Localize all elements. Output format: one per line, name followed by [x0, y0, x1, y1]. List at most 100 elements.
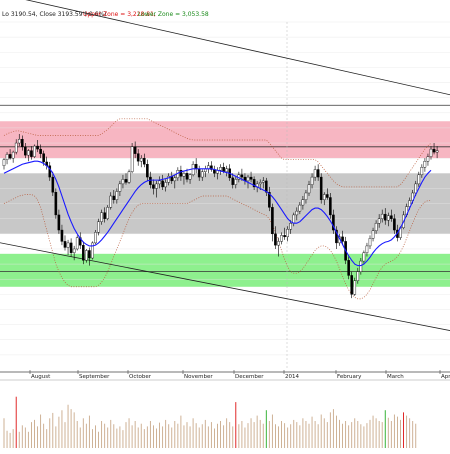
- candle-body: [54, 192, 58, 216]
- candle: [271, 203, 274, 242]
- candle-body: [197, 168, 201, 178]
- candle: [310, 173, 314, 189]
- candle-body: [17, 139, 21, 144]
- candle-body: [124, 179, 128, 183]
- candle-body: [173, 177, 177, 182]
- candle: [60, 224, 64, 246]
- candle-body: [261, 180, 265, 183]
- candle-body: [387, 215, 390, 221]
- candle: [280, 232, 283, 245]
- candle: [115, 188, 119, 204]
- candle: [335, 226, 338, 249]
- candle-body: [417, 174, 421, 185]
- candle: [304, 189, 308, 204]
- candle: [109, 192, 113, 210]
- candle: [313, 165, 317, 181]
- candle: [210, 161, 213, 172]
- candle-body: [274, 233, 277, 246]
- candle: [161, 174, 164, 190]
- candle: [219, 164, 222, 175]
- candle-body: [91, 242, 94, 259]
- reference-lines-layer: [0, 21, 450, 370]
- candle-body: [121, 179, 125, 185]
- candle-body: [63, 241, 67, 248]
- candle: [326, 188, 329, 200]
- candle-body: [2, 159, 6, 166]
- candle: [249, 171, 253, 183]
- candle-body: [81, 244, 85, 261]
- candle-body: [426, 156, 430, 162]
- candle: [286, 226, 289, 242]
- candle-body: [246, 176, 250, 182]
- dotted-bands-layer: [3, 118, 432, 300]
- candle-body: [133, 146, 137, 154]
- candle: [231, 173, 235, 189]
- candle-body: [219, 167, 222, 171]
- candle: [234, 176, 238, 189]
- candle: [268, 186, 271, 212]
- candle: [57, 209, 61, 234]
- candle-body: [118, 183, 122, 192]
- candle-body: [329, 197, 332, 216]
- candle: [85, 248, 88, 263]
- candle: [21, 135, 24, 151]
- candle-body: [33, 145, 36, 157]
- candle-body: [155, 183, 158, 189]
- candle-body: [249, 176, 253, 180]
- candle-body: [69, 242, 73, 253]
- candle-body: [286, 229, 289, 238]
- volume-layer: [3, 396, 417, 448]
- candle-body: [362, 252, 366, 262]
- candle: [188, 173, 192, 184]
- candle: [246, 174, 250, 189]
- candle-body: [356, 271, 360, 281]
- candle-body: [100, 212, 103, 222]
- candle: [350, 271, 354, 299]
- candle-body: [106, 207, 109, 219]
- candle-body: [298, 204, 302, 212]
- candle-body: [11, 151, 15, 159]
- candle-body: [161, 180, 164, 188]
- candle: [106, 205, 109, 221]
- candle: [14, 139, 18, 155]
- candle: [112, 189, 116, 204]
- candle: [158, 176, 161, 189]
- candle-body: [142, 157, 146, 165]
- x-ticks-layer: August September October November December 20…: [29, 370, 450, 380]
- candle: [173, 174, 177, 189]
- candle-body: [112, 195, 116, 200]
- candle: [341, 230, 344, 246]
- candle-body: [380, 213, 384, 219]
- candle-body: [115, 191, 119, 200]
- candle: [371, 227, 375, 242]
- candle: [97, 218, 100, 236]
- candle-body: [57, 214, 61, 231]
- candle: [88, 247, 91, 266]
- candle: [283, 227, 286, 240]
- candle-body: [210, 165, 213, 170]
- candle: [265, 177, 268, 196]
- candle-body: [231, 177, 235, 185]
- candle-body: [5, 154, 9, 160]
- candle: [390, 209, 393, 222]
- candle: [274, 226, 277, 249]
- candle: [5, 152, 9, 165]
- candle: [365, 242, 369, 257]
- lower-zone-readout: Lower Zone = 3,053.58: [138, 11, 209, 18]
- candle: [155, 180, 158, 198]
- candle-body: [289, 223, 293, 230]
- candle: [152, 179, 155, 195]
- candle: [33, 144, 36, 159]
- candle: [24, 143, 27, 159]
- candle-body: [313, 169, 317, 178]
- candle-body: [408, 200, 411, 207]
- candle-body: [341, 236, 344, 242]
- candle: [301, 196, 305, 210]
- candle: [261, 177, 265, 189]
- x-tick-label: November: [184, 374, 213, 380]
- candle: [387, 212, 390, 227]
- candle: [91, 241, 94, 260]
- candle-body: [164, 182, 167, 188]
- candle-body: [383, 213, 387, 221]
- candle-body: [301, 199, 305, 206]
